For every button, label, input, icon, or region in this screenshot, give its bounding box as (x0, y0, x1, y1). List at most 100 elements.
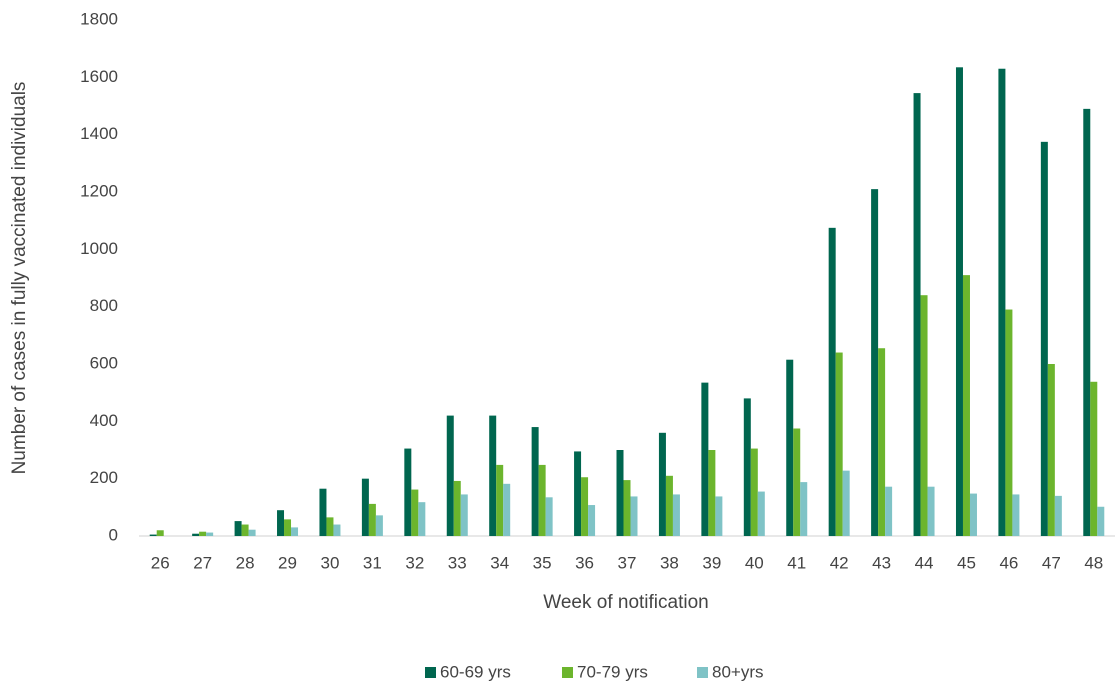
y-tick-label: 1000 (80, 239, 118, 258)
bar (156, 530, 164, 536)
bar (588, 505, 596, 536)
bar (715, 496, 723, 536)
bar (955, 67, 963, 537)
y-tick-label: 1400 (80, 124, 118, 143)
x-tick-label: 36 (575, 553, 594, 572)
bar (545, 497, 553, 536)
bar (616, 450, 624, 536)
bar (623, 480, 631, 536)
bar (630, 496, 638, 536)
bar (701, 382, 709, 536)
x-tick-label: 41 (787, 553, 806, 572)
x-tick-label: 31 (363, 553, 382, 572)
bar (998, 68, 1006, 536)
x-tick-label: 47 (1042, 553, 1061, 572)
bar (291, 527, 299, 536)
bar (920, 295, 928, 536)
x-tick-label: 43 (872, 553, 891, 572)
bar (1040, 141, 1048, 537)
y-tick-label: 200 (90, 468, 118, 487)
x-tick-label: 34 (490, 553, 509, 572)
legend-swatch (425, 667, 436, 678)
bar (574, 451, 582, 536)
bar (460, 494, 468, 536)
bar (672, 494, 680, 536)
bar (453, 480, 461, 536)
x-tick-label: 45 (957, 553, 976, 572)
bar (962, 275, 970, 536)
bar (793, 428, 801, 536)
bar (411, 489, 419, 536)
bar (277, 510, 285, 536)
bar (319, 488, 327, 536)
x-tick-label: 26 (151, 553, 170, 572)
bar (326, 517, 334, 536)
x-tick-label: 35 (533, 553, 552, 572)
x-tick-label: 30 (320, 553, 339, 572)
x-tick-label: 40 (745, 553, 764, 572)
bar (835, 352, 843, 536)
bar (1047, 364, 1055, 536)
bar (241, 524, 249, 536)
bar (969, 493, 977, 536)
bar (149, 534, 157, 536)
bar (1083, 108, 1091, 536)
legend-label: 80+yrs (712, 662, 764, 681)
y-tick-label: 0 (109, 525, 118, 544)
bar (708, 450, 716, 536)
bar (404, 448, 412, 536)
bar (800, 482, 808, 536)
bar (489, 415, 497, 536)
x-tick-label: 37 (618, 553, 637, 572)
x-tick-label: 42 (830, 553, 849, 572)
bar (361, 478, 369, 536)
legend-swatch (562, 667, 573, 678)
x-tick-label: 33 (448, 553, 467, 572)
bar (375, 515, 383, 536)
bar (538, 464, 546, 536)
y-tick-label: 1800 (80, 9, 118, 28)
x-tick-label: 38 (660, 553, 679, 572)
x-tick-label: 28 (236, 553, 255, 572)
bar (234, 521, 242, 536)
bar (418, 502, 426, 536)
bar (192, 533, 200, 536)
bar (284, 519, 292, 536)
bar (658, 432, 666, 536)
bar (878, 348, 886, 536)
bar (531, 427, 539, 536)
bar (1097, 506, 1105, 536)
bar (199, 531, 207, 536)
x-axis-title: Week of notification (543, 592, 708, 613)
bar (496, 464, 504, 536)
bar (885, 486, 893, 536)
bar (333, 524, 341, 536)
bar (248, 529, 256, 536)
x-tick-label: 27 (193, 553, 212, 572)
x-tick-label: 44 (915, 553, 934, 572)
x-tick-label: 39 (702, 553, 721, 572)
bar (1005, 309, 1013, 536)
y-tick-label: 800 (90, 296, 118, 315)
bar (1012, 494, 1020, 536)
bar (842, 470, 850, 536)
bar (927, 486, 935, 536)
bar (757, 491, 765, 536)
x-tick-label: 46 (999, 553, 1018, 572)
legend-swatch (697, 667, 708, 678)
bar (368, 503, 376, 536)
bar (446, 415, 454, 536)
bar (1054, 495, 1062, 536)
x-tick-label: 29 (278, 553, 297, 572)
bar (1090, 381, 1098, 536)
bar (743, 398, 751, 536)
bar (871, 189, 879, 536)
bar (665, 475, 673, 536)
y-tick-label: 400 (90, 411, 118, 430)
y-axis-title: Number of cases in fully vaccinated indi… (9, 82, 30, 475)
bar (786, 359, 794, 536)
x-tick-label: 32 (405, 553, 424, 572)
bar (503, 483, 511, 536)
y-tick-label: 1200 (80, 181, 118, 200)
bar (750, 448, 758, 536)
